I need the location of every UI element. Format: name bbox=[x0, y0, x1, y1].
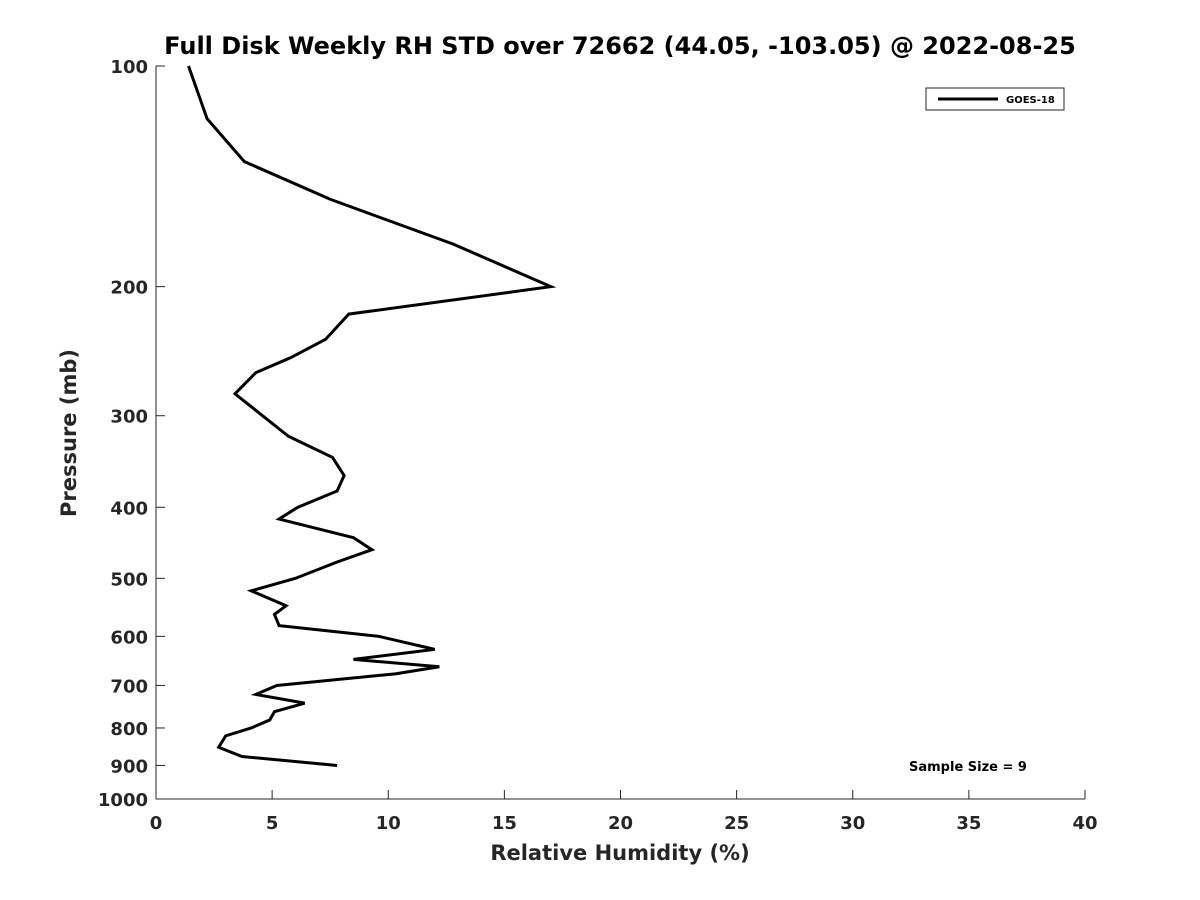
plot-area: 0 5 10 15 20 25 30 35 40 100 200 300 400 500 600 700 800… bbox=[98, 57, 1098, 834]
series-line-goes-18 bbox=[187, 65, 557, 767]
sample-size-annotation: Sample Size = 9 bbox=[909, 760, 1027, 775]
x-tick-label: 40 bbox=[1072, 813, 1097, 834]
y-tick-label: 200 bbox=[110, 278, 148, 299]
y-tick-label: 400 bbox=[110, 498, 148, 519]
x-tick-label: 25 bbox=[724, 813, 749, 834]
y-tick-label: 100 bbox=[110, 57, 148, 78]
legend-label: GOES-18 bbox=[1006, 95, 1055, 106]
x-tick-label: 0 bbox=[150, 813, 163, 834]
y-tick-label: 700 bbox=[110, 676, 148, 697]
x-tick-label: 30 bbox=[840, 813, 865, 834]
y-tick-label: 800 bbox=[110, 719, 148, 740]
y-axis-label: Pressure (mb) bbox=[57, 349, 81, 517]
y-tick-label: 900 bbox=[110, 756, 148, 777]
y-tick-label: 500 bbox=[110, 569, 148, 590]
legend: GOES-18 bbox=[925, 87, 1065, 111]
x-tick-label: 35 bbox=[956, 813, 981, 834]
x-tick-label: 20 bbox=[608, 813, 633, 834]
x-tick-label: 15 bbox=[492, 813, 517, 834]
x-axis-label: Relative Humidity (%) bbox=[490, 841, 749, 865]
x-tick-label: 5 bbox=[266, 813, 279, 834]
y-tick-label: 1000 bbox=[98, 790, 148, 811]
y-tick-label: 600 bbox=[110, 627, 148, 648]
y-tick-label: 300 bbox=[110, 407, 148, 428]
chart-title: Full Disk Weekly RH STD over 72662 (44.0… bbox=[164, 32, 1076, 60]
x-tick-label: 10 bbox=[376, 813, 401, 834]
